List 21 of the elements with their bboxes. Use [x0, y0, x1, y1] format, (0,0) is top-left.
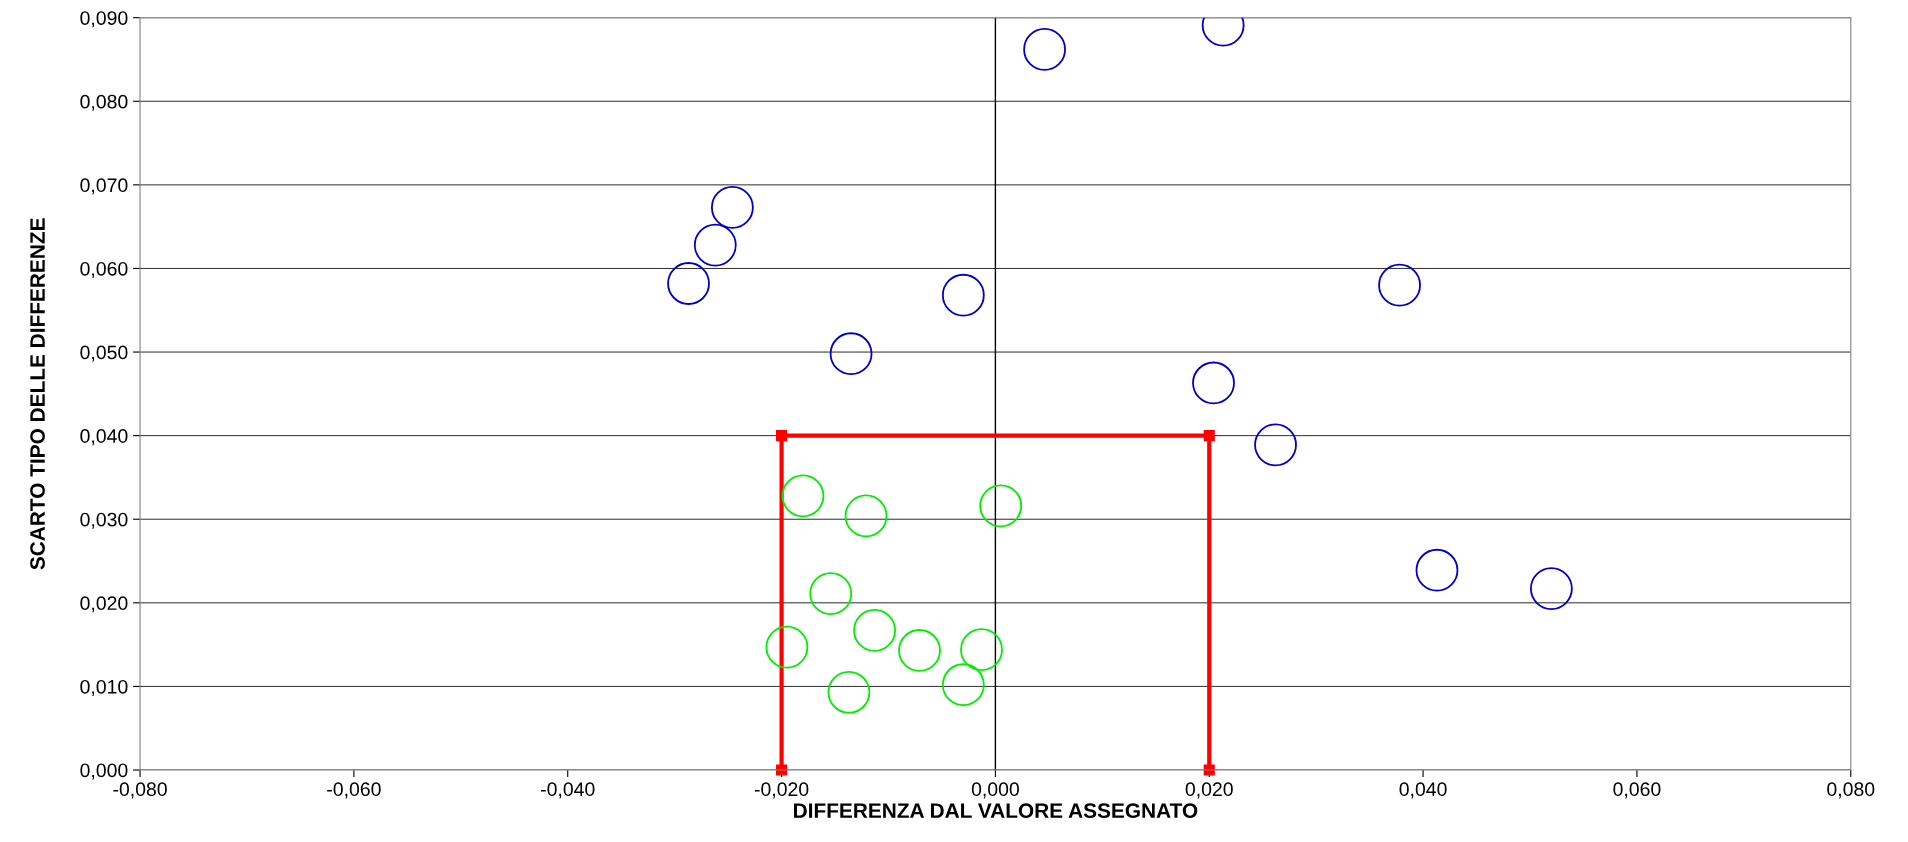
y-tick-label: 0,080 [80, 94, 128, 111]
y-axis-title: SCARTO TIPO DELLE DIFFERENZE [30, 218, 45, 570]
y-tick-label: 0,060 [80, 261, 128, 278]
x-tick-label: 0,040 [1399, 782, 1447, 799]
y-tick-label: 0,070 [80, 178, 128, 195]
y-tick-label: 0,020 [80, 596, 128, 613]
x-tick-label: -0,020 [754, 782, 809, 799]
x-tick-label: 0,000 [971, 782, 1019, 799]
y-tick-label: 0,040 [80, 429, 128, 446]
y-tick-label: 0,010 [80, 679, 128, 696]
y-tick-label: 0,050 [80, 345, 128, 362]
x-tick-label: 0,080 [1827, 782, 1875, 799]
y-tick-label: 0,030 [80, 512, 128, 529]
x-axis-title: DIFFERENZA DAL VALORE ASSEGNATO [794, 803, 1198, 819]
x-tick-label: -0,080 [113, 782, 167, 799]
y-tick-label: 0,090 [80, 11, 128, 28]
x-tick-label: -0,060 [327, 782, 381, 799]
y-tick-label: 0,000 [80, 763, 128, 780]
x-tick-label: 0,020 [1185, 782, 1233, 799]
x-tick-label: -0,040 [541, 782, 595, 799]
x-tick-label: 0,060 [1613, 782, 1661, 799]
